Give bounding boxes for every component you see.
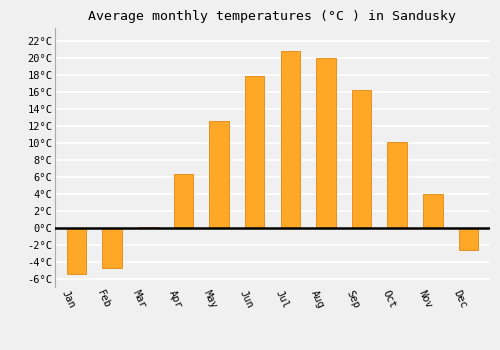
Bar xyxy=(352,90,372,228)
Bar xyxy=(66,228,86,274)
Bar xyxy=(280,51,300,228)
Bar xyxy=(388,142,407,228)
Title: Average monthly temperatures (°C ) in Sandusky: Average monthly temperatures (°C ) in Sa… xyxy=(88,10,456,23)
Bar xyxy=(209,120,229,228)
Bar xyxy=(423,195,443,228)
Bar xyxy=(174,174,193,228)
Bar xyxy=(459,228,478,251)
Bar xyxy=(138,227,158,228)
Bar xyxy=(102,228,122,268)
Bar xyxy=(245,76,264,228)
Bar xyxy=(316,58,336,228)
